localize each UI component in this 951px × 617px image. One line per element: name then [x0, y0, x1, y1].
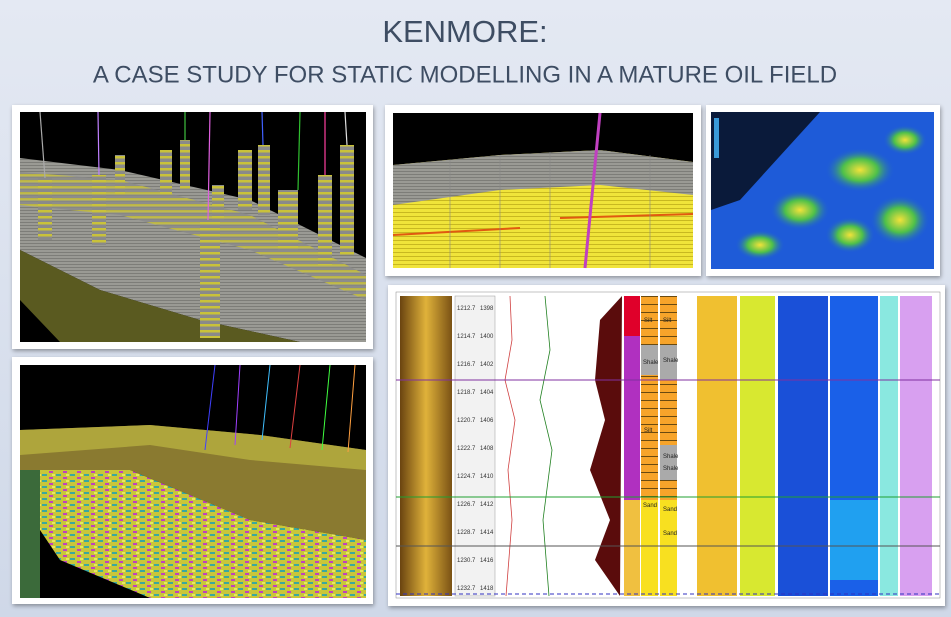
depth-md: 1228.7 — [457, 530, 476, 536]
depth-tvd: 1410 — [480, 474, 494, 480]
lithology-label: Silt — [663, 318, 672, 324]
depth-tvd: 1404 — [480, 390, 494, 396]
depth-tvd: 1400 — [480, 334, 494, 340]
subtitle: A CASE STUDY FOR STATIC MODELLING IN A M… — [93, 61, 837, 88]
lithology-label: Silt — [644, 318, 653, 324]
property-map — [706, 105, 940, 276]
depth-tvd: 1414 — [480, 530, 494, 536]
lithology-label: Silt — [644, 428, 653, 434]
depth-tvd: 1412 — [480, 502, 494, 508]
depth-tvd: 1408 — [480, 446, 494, 452]
lithology-label: Sand — [643, 503, 657, 509]
well-log: 1212.7 1398 1214.7 1400 1216.7 1402 1218.7 1404… — [388, 285, 945, 606]
model-section — [385, 105, 701, 276]
lithology-label: Shale — [663, 466, 679, 472]
title: KENMORE: — [382, 14, 547, 49]
lithology-label: Shale — [643, 360, 659, 366]
depth-tvd: 1398 — [480, 306, 494, 312]
depth-md: 1222.7 — [457, 446, 476, 452]
depth-md: 1216.7 — [457, 362, 476, 368]
lithology-label: Sand — [663, 531, 677, 537]
depth-md: 1230.7 — [457, 558, 476, 564]
lithology-label: Shale — [663, 454, 679, 460]
depth-md: 1218.7 — [457, 390, 476, 396]
depth-tvd: 1406 — [480, 418, 494, 424]
depth-tvd: 1402 — [480, 362, 494, 368]
depth-md: 1232.7 — [457, 586, 476, 592]
depth-md: 1226.7 — [457, 502, 476, 508]
depth-tvd: 1418 — [480, 586, 494, 592]
depth-md: 1224.7 — [457, 474, 476, 480]
model-view-1 — [12, 105, 373, 349]
depth-tvd: 1416 — [480, 558, 494, 564]
depth-md: 1214.7 — [457, 334, 476, 340]
lithology-label: Shale — [663, 358, 679, 364]
model-view-2 — [12, 357, 373, 604]
depth-md: 1220.7 — [457, 418, 476, 424]
lithology-label: Sand — [663, 507, 677, 513]
depth-md: 1212.7 — [457, 306, 476, 312]
